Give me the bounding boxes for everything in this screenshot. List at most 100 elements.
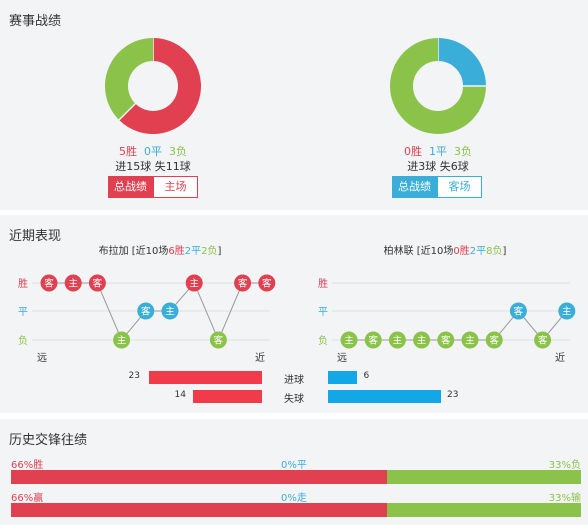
home-donut-win-slice: [119, 38, 201, 134]
away-match-venue: 主: [344, 335, 354, 347]
away-form-chart: 胜平负主客主主客主客客客主远近: [318, 278, 576, 364]
home-match-venue: 主: [165, 306, 175, 318]
home-match-venue: 主: [117, 335, 127, 347]
away-match-marker[interactable]: [364, 331, 382, 349]
h2h-win-pct: 66%胜: [11, 460, 44, 471]
home-match-marker[interactable]: [88, 274, 106, 292]
away-goals-bar: [328, 371, 358, 384]
home-goals-value: 23: [128, 371, 140, 381]
h2h-cover-pct: 66%赢: [11, 493, 44, 504]
away-match-marker[interactable]: [509, 302, 527, 320]
head-to-head-panel: 历史交锋往绩 66%胜 0%平 33%负 66%赢 0%走 33%输: [0, 419, 588, 525]
section-title-recent: 近期表现: [9, 229, 62, 244]
away-form-wins: 0胜: [453, 246, 470, 257]
home-form-losses: 2负: [201, 246, 218, 257]
away-tabs: 总战绩 客场: [392, 176, 482, 198]
h2h-draw-pct: 0%平: [281, 460, 307, 471]
home-donut-separator: [117, 102, 137, 122]
away-match-venue: 主: [393, 335, 403, 347]
away-match-venue: 主: [562, 306, 572, 318]
away-form-header: 柏林联 [近10场0胜2平8负]: [345, 242, 545, 257]
home-form-row-label: 平: [18, 307, 28, 318]
h2h-handicap-row: 66%赢 0%走 33%输: [11, 489, 581, 519]
home-form-header: 布拉加 [近10场6胜2平2负]: [60, 242, 260, 257]
away-match-marker[interactable]: [413, 331, 431, 349]
home-match-marker[interactable]: [137, 302, 155, 320]
h2h-handicap-bar: [11, 503, 581, 517]
away-match-venue: 客: [489, 335, 499, 347]
home-match-venue: 主: [68, 278, 78, 290]
away-axis-near: 近: [555, 351, 565, 364]
h2h-result-red-segment: [11, 470, 388, 484]
section-title-h2h: 历史交锋往绩: [9, 433, 88, 448]
home-match-venue: 客: [262, 278, 272, 290]
h2h-result-row: 66%胜 0%平 33%负: [11, 456, 581, 486]
away-loss-count: 3负: [454, 145, 472, 158]
h2h-result-green-segment: [387, 470, 581, 484]
record-panel: 赛事战绩 5胜 0平 3负 进15球 失11球 总战绩 主场 0胜 1平 3负 …: [0, 0, 588, 210]
home-match-marker[interactable]: [161, 302, 179, 320]
home-form-wins: 6胜: [168, 246, 185, 257]
away-form-losses: 8负: [486, 246, 503, 257]
away-match-venue: 客: [368, 335, 378, 347]
home-match-venue: 客: [238, 278, 248, 290]
away-match-marker[interactable]: [558, 302, 576, 320]
home-conceded-value: 14: [174, 390, 186, 400]
home-form-chart: 胜平负客主客主客 主主客客 客远近: [18, 274, 276, 364]
tab-away-venue[interactable]: 客场: [437, 176, 482, 198]
home-record-donut: [105, 38, 201, 134]
away-form-line: [349, 310, 568, 341]
h2h-lose-pct: 33%输: [548, 493, 581, 504]
recent-form-panel: 近期表现 布拉加 [近10场6胜2平2负] 柏林联 [近10场0胜2平8负] 胜…: [0, 215, 588, 413]
h2h-loss-pct: 33%负: [548, 460, 581, 471]
away-form-draws: 2平: [469, 246, 487, 257]
away-match-marker[interactable]: [485, 331, 503, 349]
away-team-name: 柏林联 [近10场: [383, 246, 454, 257]
home-form-draws: 2平: [184, 246, 202, 257]
home-axis-far: 远: [37, 352, 47, 364]
home-match-marker[interactable]: [209, 331, 227, 349]
away-match-venue: 客: [514, 306, 524, 318]
away-match-marker[interactable]: [461, 331, 479, 349]
tab-home-venue[interactable]: 主场: [153, 176, 198, 198]
home-match-marker[interactable]: [113, 331, 131, 349]
away-match-venue: 主: [465, 335, 475, 347]
away-form-row-label: 负: [318, 334, 328, 347]
away-form-row-label: 平: [318, 307, 328, 318]
conceded-label: 失球: [284, 394, 304, 405]
away-match-marker[interactable]: [340, 331, 358, 349]
away-match-venue: 客: [538, 335, 548, 347]
home-match-marker[interactable]: [234, 274, 252, 292]
home-loss-count: 3负: [169, 145, 187, 158]
away-match-marker[interactable]: [437, 331, 455, 349]
home-donut-loss-slice: [105, 38, 154, 120]
away-donut-draw-slice: [437, 38, 486, 87]
tab-away-overall[interactable]: 总战绩: [392, 176, 437, 198]
home-win-count: 5胜: [119, 145, 137, 158]
section-title-record: 赛事战绩: [9, 14, 62, 29]
home-match-marker[interactable]: [40, 274, 58, 292]
home-match-marker[interactable]: [64, 274, 82, 292]
away-conceded-bar: [328, 390, 441, 403]
home-match-marker[interactable]: [258, 274, 276, 292]
away-conceded-value: 23: [447, 390, 459, 400]
h2h-push-pct: 0%走: [281, 493, 307, 504]
home-goals-summary: 进15球 失11球: [115, 160, 191, 173]
h2h-handicap-green-segment: [387, 503, 581, 517]
home-form-suffix: ]: [217, 246, 222, 257]
home-match-marker[interactable]: [185, 274, 203, 292]
away-record-donut: [390, 38, 486, 134]
away-match-venue: 主: [417, 335, 427, 347]
home-match-venue: 客: [44, 278, 54, 290]
home-form-line: [49, 282, 267, 342]
home-match-venue: 客: [141, 306, 151, 318]
home-axis-near: 近: [255, 351, 265, 364]
away-record-summary: 0胜 1平 3负: [385, 143, 491, 159]
home-match-venue: 客: [214, 335, 224, 347]
away-match-marker[interactable]: [534, 331, 552, 349]
away-match-marker[interactable]: [388, 331, 406, 349]
home-team-name: 布拉加 [近10场: [98, 246, 169, 257]
tab-home-overall[interactable]: 总战绩: [108, 176, 153, 198]
goals-label: 进球: [284, 375, 304, 386]
home-tabs: 总战绩 主场: [108, 176, 198, 198]
